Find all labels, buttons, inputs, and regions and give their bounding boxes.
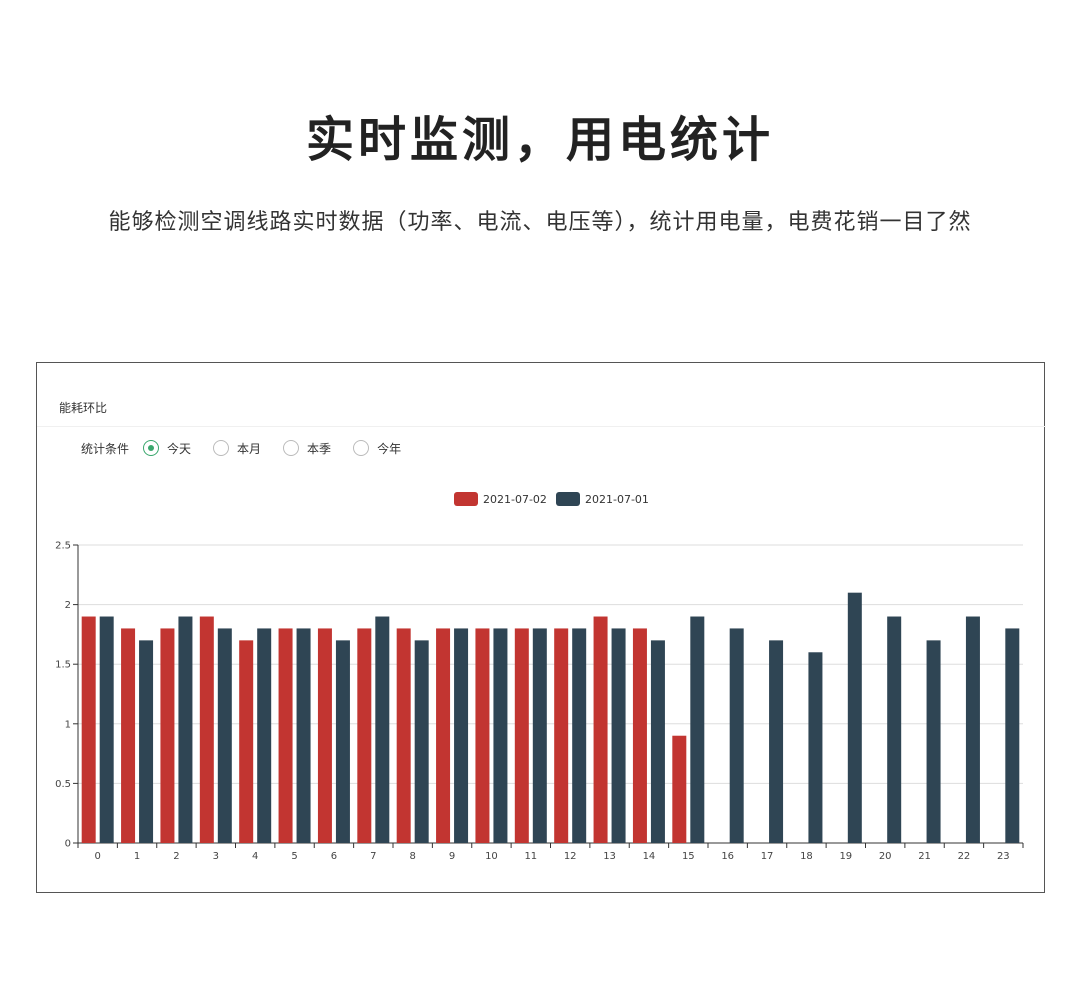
x-tick-label: 2 [173, 851, 179, 862]
bar [396, 628, 411, 843]
legend-swatch [454, 492, 478, 506]
radio-month[interactable]: 本月 [213, 440, 261, 457]
bar [650, 640, 665, 843]
bar [357, 628, 372, 843]
x-tick-label: 10 [485, 851, 498, 862]
x-tick-label: 5 [291, 851, 297, 862]
y-tick-label: 1.5 [55, 660, 71, 671]
x-tick-label: 18 [800, 851, 813, 862]
radio-today-label: 今天 [167, 441, 192, 456]
x-tick-label: 13 [603, 851, 616, 862]
bar-chart: 00.511.522.50 1 2 3 4 5 6 7 8 9 10 11 12 13 14 15 16 17 18… [55, 492, 1024, 862]
bar [808, 652, 823, 843]
filter-label: 统计条件 [81, 441, 130, 456]
y-tick-label: 1 [65, 719, 71, 730]
y-tick-label: 2.5 [55, 541, 71, 552]
bar [257, 628, 272, 843]
bar [1005, 628, 1020, 843]
bar [81, 616, 96, 843]
y-tick-label: 0.5 [55, 779, 71, 790]
x-tick-label: 1 [134, 851, 140, 862]
bar [317, 628, 332, 843]
bar [514, 628, 529, 843]
panel-title: 能耗环比 [59, 401, 108, 415]
radio-today[interactable]: 今天 [143, 440, 191, 457]
x-tick-label: 21 [918, 851, 931, 862]
bar [493, 628, 508, 843]
x-tick-label: 6 [331, 851, 337, 862]
bar [375, 616, 390, 843]
radio-quarter[interactable]: 本季 [283, 440, 331, 457]
x-tick-label: 15 [682, 851, 695, 862]
bar [199, 616, 214, 843]
legend-label: 2021-07-02 [483, 493, 547, 506]
x-tick-label: 17 [761, 851, 774, 862]
bar [178, 616, 193, 843]
bar [436, 628, 451, 843]
radio-circle-icon[interactable] [143, 440, 160, 456]
bar [335, 640, 350, 843]
radio-quarter-label: 本季 [307, 441, 332, 456]
y-tick-label: 2 [65, 600, 71, 611]
bar [847, 592, 862, 843]
bar [965, 616, 980, 843]
bar [729, 628, 744, 843]
radio-circle-icon[interactable] [213, 440, 230, 456]
bar [690, 616, 705, 843]
energy-panel: 能耗环比 统计条件 今天 本月 本季 今年 0 0.5 1 1.5 2 2.5 0 1 2 3 4 5… [36, 362, 1046, 893]
x-tick-label: 22 [958, 851, 971, 862]
radio-month-label: 本月 [237, 441, 262, 456]
headline: 实时监测，用电统计 [305, 112, 774, 168]
x-tick-label: 3 [213, 851, 219, 862]
x-tick-label: 0 [95, 851, 101, 862]
radio-year-label: 今年 [377, 441, 402, 456]
bar [296, 628, 311, 843]
bar [611, 628, 626, 843]
bar [139, 640, 154, 843]
y-tick-label: 0 [65, 839, 71, 850]
x-tick-label: 23 [997, 851, 1010, 862]
bar [160, 628, 175, 843]
panel-divider [37, 426, 1046, 427]
x-tick-label: 20 [879, 851, 892, 862]
bar [672, 735, 687, 843]
x-tick-label: 4 [252, 851, 258, 862]
bar [414, 640, 429, 843]
bar [278, 628, 293, 843]
bar [554, 628, 569, 843]
bar [887, 616, 902, 843]
bar [217, 628, 232, 843]
legend-label: 2021-07-01 [585, 493, 649, 506]
bar [572, 628, 587, 843]
legend-swatch [556, 492, 580, 506]
bar [632, 628, 647, 843]
bar [532, 628, 547, 843]
bar [239, 640, 254, 843]
x-tick-label: 14 [643, 851, 656, 862]
x-tick-label: 16 [721, 851, 734, 862]
radio-circle-icon[interactable] [283, 440, 300, 456]
x-tick-label: 19 [839, 851, 852, 862]
bar [769, 640, 784, 843]
bar [99, 616, 114, 843]
x-tick-label: 9 [449, 851, 455, 862]
bar [593, 616, 608, 843]
radio-year[interactable]: 今年 [353, 440, 401, 457]
x-tick-label: 12 [564, 851, 577, 862]
x-tick-label: 8 [410, 851, 416, 862]
x-tick-label: 11 [524, 851, 537, 862]
bar [454, 628, 469, 843]
x-tick-label: 7 [370, 851, 376, 862]
subtitle: 能够检测空调线路实时数据（功率、电流、电压等），统计用电量，电费花销一目了然 [108, 210, 972, 235]
bar [475, 628, 490, 843]
bar [121, 628, 136, 843]
radio-circle-icon[interactable] [353, 440, 370, 456]
bar [926, 640, 941, 843]
filter-bar: 统计条件 今天 本月 本季 今年 [81, 437, 423, 459]
